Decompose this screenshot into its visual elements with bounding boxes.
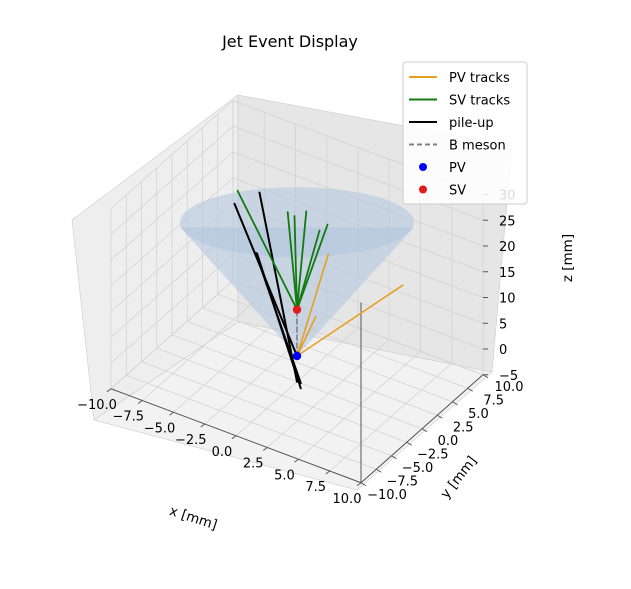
legend-label: SV tracks bbox=[449, 94, 510, 109]
tracks bbox=[233, 189, 404, 390]
sv-track bbox=[293, 215, 298, 311]
legend-marker-sv bbox=[419, 185, 427, 194]
y-tick-label: −2.5 bbox=[417, 447, 449, 462]
legend-box bbox=[402, 61, 528, 205]
sv-point bbox=[292, 305, 302, 314]
y-tick-mark bbox=[406, 441, 413, 446]
x-tick-label: 7.5 bbox=[305, 480, 326, 495]
y-tick-mark bbox=[391, 455, 397, 460]
chart-title: Jet Event Display bbox=[221, 32, 358, 51]
x-tick-mark bbox=[325, 470, 331, 475]
x-tick-label: −7.5 bbox=[112, 410, 144, 425]
y-tick-label: −10.0 bbox=[367, 488, 407, 503]
gridline-floor-y bbox=[156, 347, 407, 443]
pv-track bbox=[296, 253, 330, 357]
sv-track bbox=[296, 210, 308, 311]
y-tick-label: 0.0 bbox=[438, 434, 459, 449]
x-tick-label: 0.0 bbox=[212, 445, 233, 460]
gridline-floor-y bbox=[141, 361, 392, 457]
y-tick-mark bbox=[421, 428, 428, 433]
x-tick-mark bbox=[169, 411, 174, 416]
legend-label: PV bbox=[449, 161, 466, 176]
cone-top bbox=[180, 187, 414, 258]
y-tick-mark bbox=[360, 482, 367, 487]
x-tick-mark bbox=[137, 400, 143, 404]
z-tick-label: −5 bbox=[499, 369, 518, 384]
legend-marker-pv bbox=[419, 163, 427, 171]
x-tick-label: 2.5 bbox=[243, 457, 264, 472]
legend-label: SV bbox=[449, 184, 466, 199]
legend: PV tracks SV tracks pile-up B meson PV SV bbox=[402, 61, 528, 205]
y-tick-mark bbox=[467, 387, 474, 392]
legend-label: PV tracks bbox=[449, 71, 510, 86]
x-tick-label: −10.0 bbox=[77, 398, 117, 413]
pv-track bbox=[296, 315, 317, 357]
y-tick-label: −7.5 bbox=[386, 474, 418, 489]
x-tick-mark bbox=[356, 482, 362, 487]
y-tick-mark bbox=[436, 414, 443, 419]
z-axis-label: z [mm] bbox=[560, 234, 576, 282]
y-tick-label: 10.0 bbox=[495, 380, 524, 395]
x-tick-mark bbox=[262, 447, 268, 451]
x-tick-label: −2.5 bbox=[175, 433, 207, 448]
z-tick-label: 25 bbox=[499, 214, 516, 229]
sv-track bbox=[296, 223, 329, 311]
gridline-wall-z bbox=[110, 280, 234, 390]
gridline-wall-z bbox=[110, 254, 234, 364]
pv-point bbox=[292, 351, 302, 361]
gridline-wall-z bbox=[110, 125, 234, 235]
x-tick-label: 10.0 bbox=[333, 492, 362, 507]
legend-label: pile-up bbox=[449, 116, 494, 131]
z-tick-label: 20 bbox=[499, 240, 516, 255]
y-tick-label: −5.0 bbox=[402, 461, 434, 476]
y-tick-mark bbox=[375, 468, 382, 473]
y-tick-label: 2.5 bbox=[453, 420, 474, 435]
sv-track bbox=[236, 189, 298, 311]
gridline-wall-z bbox=[110, 100, 234, 209]
pileup-track bbox=[258, 191, 298, 383]
x-tick-label: 5.0 bbox=[274, 468, 295, 483]
z-tick-label: 5 bbox=[499, 317, 507, 332]
z-tick-label: 0 bbox=[499, 343, 507, 358]
x-tick-mark bbox=[200, 423, 206, 428]
sv-track bbox=[296, 229, 321, 311]
x-tick-label: −5.0 bbox=[144, 421, 176, 436]
z-tick-label: 15 bbox=[499, 266, 516, 281]
z-tick-label: 10 bbox=[499, 292, 516, 307]
y-tick-label: 5.0 bbox=[468, 407, 489, 422]
x-tick-mark bbox=[231, 435, 237, 440]
gridline-back-z bbox=[232, 125, 484, 221]
gridline-floor-y bbox=[187, 320, 438, 416]
sv-track bbox=[286, 211, 298, 311]
x-axis-label: x [mm] bbox=[167, 503, 219, 533]
gridline-wall-z bbox=[110, 151, 234, 261]
x-tick-mark bbox=[294, 458, 299, 463]
y-tick-mark bbox=[452, 401, 458, 406]
pv-track bbox=[296, 284, 404, 357]
gridline-wall-z bbox=[110, 177, 234, 287]
gridline-floor-y bbox=[126, 374, 377, 470]
y-tick-label: 7.5 bbox=[483, 393, 504, 408]
gridline-floor-y bbox=[202, 307, 453, 403]
floor-pane bbox=[93, 321, 493, 491]
x-tick-mark bbox=[106, 388, 112, 393]
legend-label: B meson bbox=[449, 139, 506, 154]
